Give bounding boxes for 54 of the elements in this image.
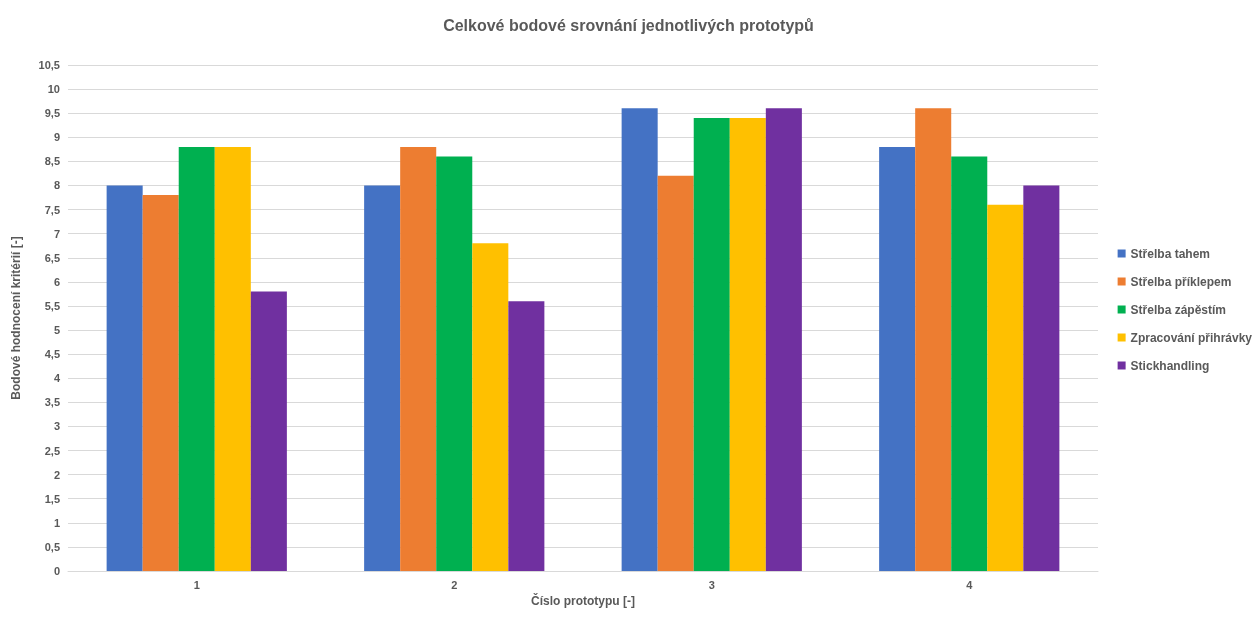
y-tick-label: 8 — [53, 179, 60, 192]
bar — [400, 146, 437, 571]
x-axis-title: Číslo prototypu [-] — [531, 592, 635, 608]
y-tick-label: 0 — [53, 565, 60, 577]
y-tick-label: 9 — [53, 131, 60, 144]
y-tick-label: 7,5 — [44, 203, 60, 216]
bar — [915, 108, 952, 571]
y-tick-label: 2,5 — [44, 444, 60, 457]
y-tick-label: 6 — [53, 275, 60, 288]
bar — [142, 195, 179, 571]
bar — [657, 175, 694, 571]
y-tick-label: 4,5 — [44, 348, 60, 361]
y-tick-label: 5 — [53, 324, 60, 337]
y-axis-title: Bodové hodnocení kritérií [-] — [9, 236, 23, 400]
legend-label: Střelba zápěstím — [1130, 302, 1226, 317]
bar — [250, 291, 287, 571]
bar — [436, 156, 473, 571]
bar — [364, 185, 401, 571]
y-tick-label: 1,5 — [44, 492, 60, 505]
x-tick-label: 2 — [451, 578, 458, 591]
bar — [951, 156, 988, 571]
y-tick-label: 3,5 — [44, 396, 60, 409]
bar — [987, 204, 1024, 571]
bar — [472, 243, 509, 571]
bar — [1023, 185, 1060, 571]
y-tick-label: 1 — [53, 516, 60, 529]
bar — [729, 118, 766, 571]
bar — [693, 118, 730, 571]
y-tick-label: 6,5 — [44, 251, 60, 264]
y-tick-label: 10,5 — [38, 59, 60, 71]
bar — [508, 301, 545, 571]
y-tick-label: 7 — [53, 227, 60, 240]
bar — [178, 146, 215, 571]
y-tick-label: 9,5 — [44, 107, 60, 120]
legend-label: Střelba tahem — [1130, 246, 1210, 261]
y-tick-label: 3 — [53, 420, 60, 433]
y-tick-label: 10 — [47, 83, 60, 96]
chart-title: Celkové bodové srovnání jednotlivých prototypů — [443, 16, 814, 34]
bar — [106, 185, 143, 571]
x-tick-label: 1 — [193, 578, 200, 591]
x-tick-label: 3 — [708, 578, 715, 591]
y-tick-label: 0,5 — [44, 540, 60, 553]
legend-label: Střelba příklepem — [1130, 274, 1232, 289]
legend-label: Stickhandling — [1130, 358, 1210, 373]
y-tick-label: 8,5 — [44, 155, 60, 168]
bar — [879, 146, 916, 571]
x-tick-label: 4 — [966, 578, 974, 591]
bar — [765, 108, 802, 571]
bar — [621, 108, 658, 571]
y-tick-label: 4 — [53, 372, 61, 385]
bar — [214, 146, 251, 571]
y-tick-label: 5,5 — [44, 299, 60, 312]
legend-label: Zpracování přihrávky — [1130, 330, 1253, 345]
y-tick-label: 2 — [53, 468, 60, 481]
